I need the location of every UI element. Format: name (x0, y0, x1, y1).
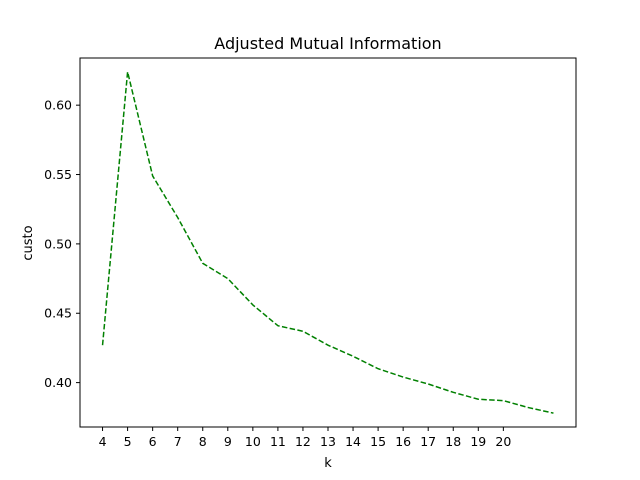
x-tick-label: 4 (99, 434, 107, 449)
x-tick-label: 11 (270, 434, 286, 449)
x-tick-label: 15 (370, 434, 386, 449)
plot-frame (79, 57, 577, 428)
y-tick-label: 0.55 (44, 167, 72, 182)
x-axis-label: k (324, 456, 332, 471)
y-axis-label: custo (21, 225, 36, 260)
x-tick-label: 8 (199, 434, 207, 449)
plot-area (101, 71, 554, 414)
x-tick-label: 14 (345, 434, 361, 449)
series-line-0 (101, 71, 554, 414)
y-tick-label: 0.40 (44, 375, 72, 390)
x-tick-label: 6 (149, 434, 157, 449)
x-tick-label: 18 (445, 434, 461, 449)
y-tick-label: 0.45 (44, 306, 72, 321)
x-tick-label: 20 (495, 434, 511, 449)
x-tick-label: 5 (124, 434, 132, 449)
chart-title: Adjusted Mutual Information (214, 34, 441, 53)
x-tick-label: 9 (224, 434, 232, 449)
y-tick-label: 0.60 (44, 98, 72, 113)
x-tick-label: 10 (245, 434, 261, 449)
x-tick-label: 17 (420, 434, 436, 449)
x-tick-label: 19 (470, 434, 486, 449)
x-tick-label: 7 (174, 434, 182, 449)
x-tick-label: 16 (395, 434, 411, 449)
x-axis: 4 5 6 7 8 9 10 11 12 13 14 15 16 17 18 19 20 (99, 427, 511, 449)
y-axis: 0.40 0.45 0.50 0.55 0.60 (44, 98, 80, 390)
y-tick-label: 0.50 (44, 236, 72, 251)
x-tick-label: 12 (295, 434, 311, 449)
x-tick-label: 13 (320, 434, 336, 449)
